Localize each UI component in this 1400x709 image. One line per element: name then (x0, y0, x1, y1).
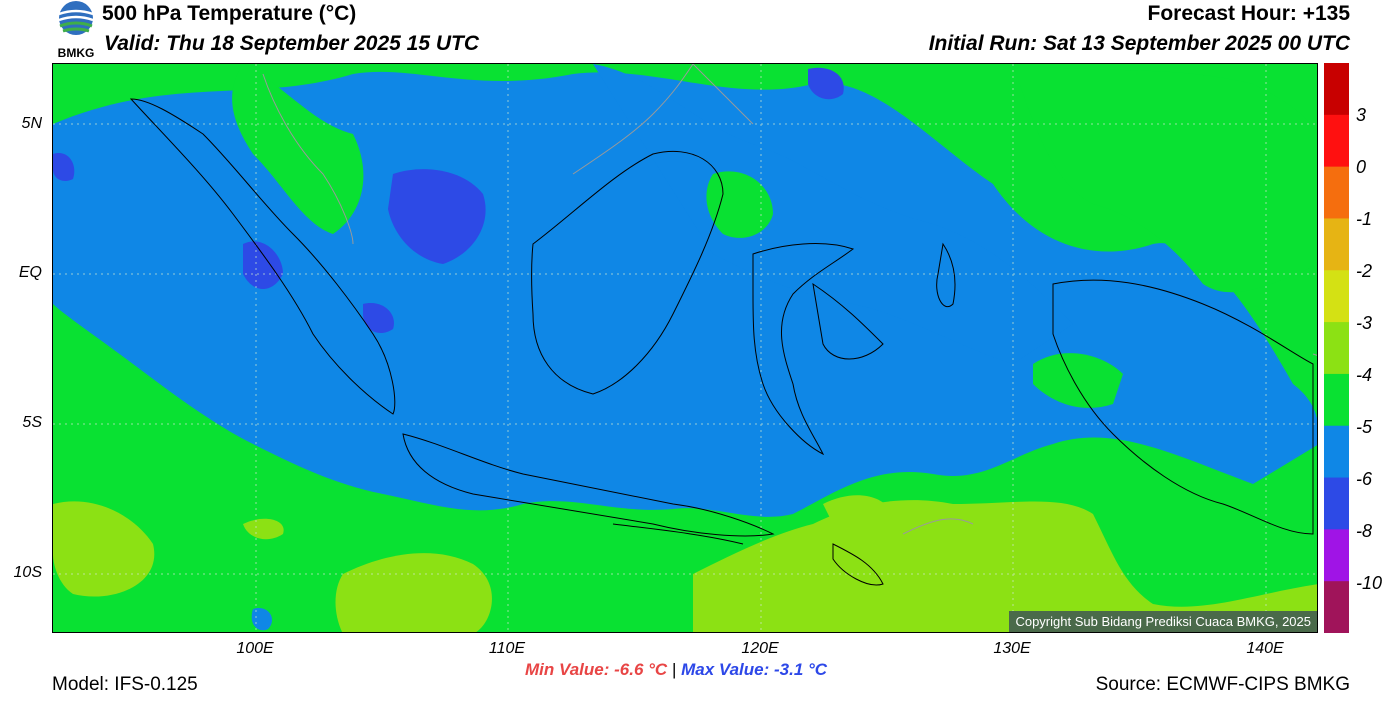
min-max-separator: | (671, 660, 677, 679)
copyright-notice: Copyright Sub Bidang Prediksi Cuaca BMKG… (1009, 611, 1317, 632)
colorbar-segment (1324, 529, 1349, 582)
lon-label-100e: 100E (236, 640, 274, 657)
lat-label-eq: EQ (18, 264, 42, 281)
min-value: Min Value: -6.6 °C (525, 660, 668, 679)
lat-label-10s: 10S (13, 564, 42, 581)
colorbar-label: -2 (1356, 261, 1373, 281)
bmkg-logo: BMKG (52, 0, 100, 60)
colorbar-label: -8 (1356, 521, 1373, 541)
lat-label-5n: 5N (21, 115, 42, 132)
initial-run: Initial Run: Sat 13 September 2025 00 UT… (928, 32, 1350, 55)
lon-label-120e: 120E (741, 640, 779, 657)
colorbar-segment (1324, 373, 1349, 427)
colorbar-segment (1324, 218, 1349, 271)
colorbar-segment (1324, 322, 1349, 375)
colorbar-label: -5 (1356, 417, 1373, 437)
colorbar-segment (1324, 477, 1349, 530)
colorbar-segment (1324, 270, 1349, 323)
forecast-hour: Forecast Hour: +135 (1147, 2, 1351, 25)
colorbar-segment (1324, 581, 1349, 634)
colorbar-label: -4 (1356, 365, 1373, 385)
colorbar-segment (1324, 63, 1349, 116)
lat-label-5s: 5S (22, 414, 42, 431)
chart-title: 500 hPa Temperature (°C) (102, 2, 357, 25)
lon-label-130e: 130E (993, 640, 1031, 657)
colorbar-label: 3 (1356, 105, 1367, 125)
min-max-values: Min Value: -6.6 °C | Max Value: -3.1 °C (525, 660, 827, 680)
colorbar-segment (1324, 114, 1349, 168)
lon-label-140e: 140E (1246, 640, 1284, 657)
colorbar-segment (1324, 166, 1349, 219)
colorbar-label: -10 (1356, 573, 1383, 593)
colorbar-label: -3 (1356, 313, 1373, 333)
colorbar-label: -6 (1356, 469, 1373, 489)
svg-text:BMKG: BMKG (58, 46, 95, 60)
max-value: Max Value: -3.1 °C (681, 660, 828, 679)
lon-label-110e: 110E (488, 640, 526, 657)
valid-time: Valid: Thu 18 September 2025 15 UTC (104, 32, 480, 55)
model-label: Model: IFS-0.125 (52, 674, 198, 695)
colorbar-segment (1324, 425, 1349, 479)
colorbar-label: -1 (1356, 209, 1373, 229)
temperature-map: Copyright Sub Bidang Prediksi Cuaca BMKG… (52, 63, 1318, 633)
source-label: Source: ECMWF-CIPS BMKG (1095, 674, 1350, 695)
colorbar (1324, 63, 1349, 634)
colorbar-label: 0 (1356, 157, 1367, 177)
